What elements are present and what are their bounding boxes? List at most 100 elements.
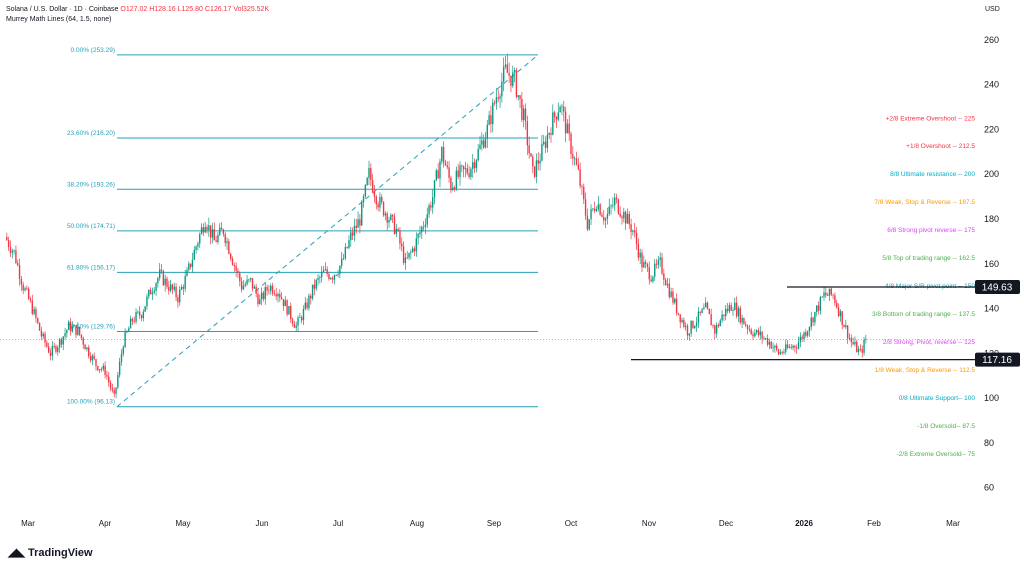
- candle-body: [674, 298, 676, 303]
- candle-body: [300, 317, 303, 321]
- candle-body: [433, 180, 436, 198]
- candle-body: [752, 334, 754, 337]
- candle-body: [328, 274, 330, 279]
- candle-body: [138, 311, 141, 316]
- currency-label: USD: [985, 6, 1000, 13]
- candle-body: [359, 219, 361, 226]
- candle-body: [717, 324, 720, 327]
- candle-body: [692, 320, 694, 328]
- candle-body: [428, 205, 430, 215]
- candle-body: [109, 382, 112, 389]
- candle-body: [297, 317, 299, 326]
- candle-body: [786, 344, 789, 348]
- candle-body: [160, 269, 163, 272]
- candle-body: [679, 314, 681, 323]
- candle-body: [304, 302, 306, 309]
- open-value: O127.02: [120, 6, 148, 13]
- candle-body: [117, 375, 119, 388]
- candle-body: [610, 205, 612, 207]
- candle-body: [828, 288, 831, 296]
- candle-body: [140, 315, 143, 319]
- candle-body: [528, 145, 530, 154]
- candle-body: [35, 309, 37, 319]
- candle-body: [419, 232, 421, 234]
- candle-body: [619, 213, 621, 217]
- murrey-level-label: 0/8 Ultimate Support-- 100: [899, 395, 976, 402]
- candle-body: [593, 208, 596, 211]
- candle-body: [404, 257, 407, 263]
- candle-body: [88, 347, 90, 357]
- candle-body: [690, 320, 692, 334]
- candle-body: [508, 72, 510, 76]
- candle-body: [197, 243, 199, 247]
- candle-body: [664, 279, 667, 286]
- murrey-level-label: -1/8 Oversold-- 87.5: [917, 423, 975, 430]
- candle-body: [723, 314, 725, 316]
- candle-body: [512, 72, 514, 86]
- candle-body: [362, 196, 365, 203]
- candle-body: [845, 325, 847, 328]
- candle-body: [286, 300, 288, 315]
- candle-body: [279, 293, 281, 298]
- candle-body: [612, 205, 614, 206]
- candle-body: [270, 285, 272, 291]
- candle-body: [188, 263, 190, 270]
- indicator-label[interactable]: Murrey Math Lines (64, 1.5, none): [6, 16, 112, 23]
- candle-body: [492, 102, 494, 125]
- candle-body: [697, 311, 700, 323]
- candle-body: [364, 184, 367, 197]
- candle-body: [77, 327, 79, 335]
- candle-body: [406, 257, 408, 259]
- candle-body: [182, 286, 185, 289]
- candle-body: [209, 225, 212, 238]
- candle-body: [763, 338, 765, 339]
- candle-body: [650, 279, 652, 282]
- candle-body: [199, 234, 201, 244]
- candle-body: [790, 346, 792, 348]
- candle-body: [49, 352, 52, 356]
- candle-body: [15, 250, 17, 264]
- candle-body: [634, 230, 636, 233]
- x-tick-label: Nov: [642, 519, 656, 528]
- candle-body: [774, 345, 776, 348]
- tradingview-logo[interactable]: ◢◣ TradingView: [8, 546, 93, 559]
- candle-body: [168, 286, 170, 291]
- candle-body: [368, 168, 370, 178]
- candle-body: [421, 226, 423, 233]
- candle-body: [846, 325, 849, 339]
- murrey-level-label: 6/8 Strong pivot reverse -- 175: [887, 227, 975, 234]
- candle-body: [219, 227, 221, 235]
- candle-body: [264, 287, 266, 300]
- candle-body: [133, 321, 135, 322]
- candle-body: [233, 264, 236, 266]
- candle-body: [757, 330, 760, 336]
- candle-body: [213, 229, 215, 241]
- candle-body: [13, 250, 15, 252]
- candle-body: [115, 387, 117, 394]
- candle-body: [475, 160, 478, 169]
- price-tag-label: 117.16: [982, 355, 1012, 366]
- candle-body: [273, 293, 276, 295]
- candle-body: [430, 205, 432, 208]
- candle-body: [353, 225, 356, 236]
- candle-body: [151, 292, 154, 295]
- candle-body: [648, 267, 650, 280]
- x-tick-label: Jun: [256, 519, 269, 528]
- candle-body: [371, 180, 374, 193]
- candle-body: [29, 298, 32, 301]
- candle-body: [97, 365, 99, 371]
- candle-body: [346, 246, 348, 248]
- candle-body: [169, 284, 172, 291]
- candle-body: [122, 347, 124, 354]
- candle-body: [401, 243, 403, 247]
- candle-body: [706, 302, 709, 309]
- candle-body: [277, 293, 279, 297]
- candle-body: [712, 325, 714, 327]
- candle-body: [515, 70, 518, 97]
- candle-body: [46, 342, 48, 347]
- candle-body: [410, 251, 412, 253]
- candle-body: [47, 346, 50, 353]
- candle-body: [772, 347, 774, 349]
- candle-body: [499, 96, 501, 99]
